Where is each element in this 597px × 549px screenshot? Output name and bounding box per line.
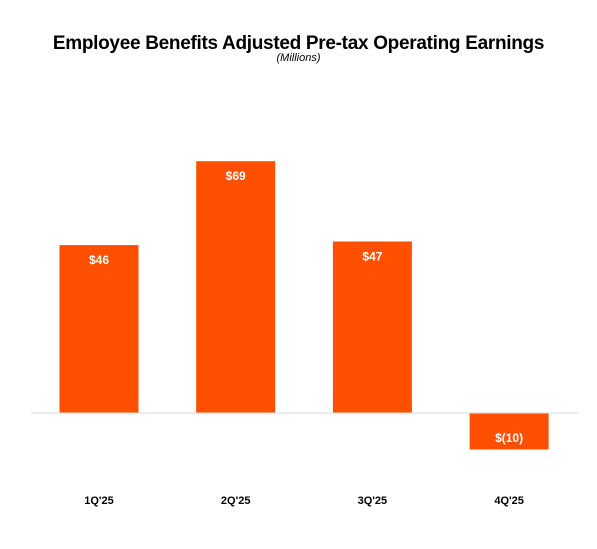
x-axis-tick-labels: 1Q'25 2Q'25 3Q'25 4Q'25 [84, 495, 524, 507]
bar-4 [469, 413, 549, 450]
data-label-1: $46 [89, 253, 109, 267]
data-label-2: $69 [226, 169, 246, 183]
bar-1 [59, 245, 139, 413]
chart-title: Employee Benefits Adjusted Pre-tax Opera… [52, 33, 545, 54]
x-tick-label-4: 4Q'25 [494, 495, 524, 507]
bars-layer [59, 161, 549, 450]
x-tick-label-2: 2Q'25 [221, 495, 251, 507]
data-label-4: $(10) [495, 431, 523, 445]
x-tick-label-1: 1Q'25 [84, 495, 114, 507]
data-label-3: $47 [362, 250, 382, 264]
bar-2 [196, 161, 276, 413]
bar-3 [332, 241, 412, 413]
data-labels-layer: $46 $69 $47 $(10) [89, 169, 523, 445]
chart-subtitle: (Millions) [276, 52, 321, 64]
x-tick-label-3: 3Q'25 [358, 495, 388, 507]
